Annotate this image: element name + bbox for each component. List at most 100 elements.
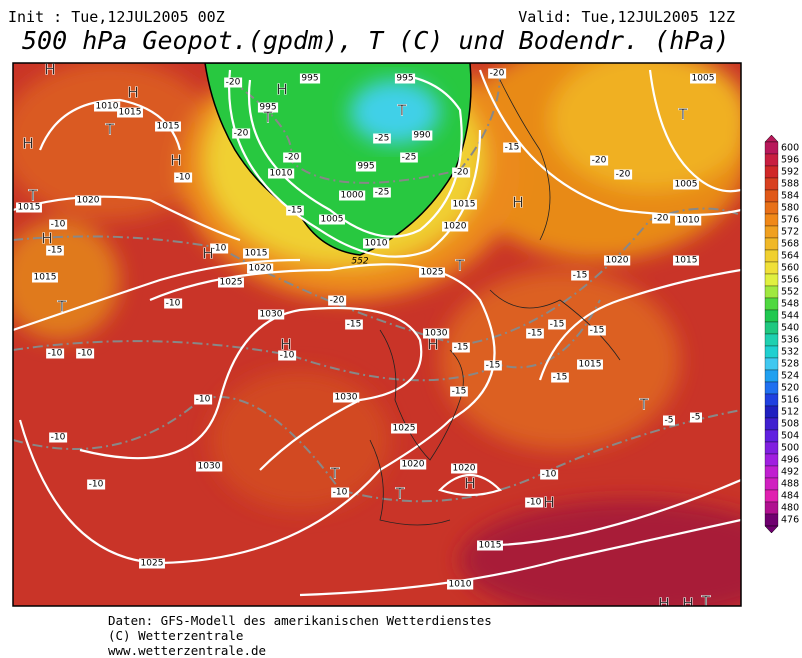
temperature-label: -10: [280, 351, 295, 361]
temperature-label: -20: [654, 214, 669, 224]
colorbar-cell: [764, 381, 779, 395]
colorbar-cell: [764, 333, 779, 347]
temperature-label-box: [488, 68, 507, 79]
temperature-label-box: [164, 298, 183, 309]
temperature-label: -15: [590, 326, 605, 336]
colorbar-cell: [764, 165, 779, 179]
temperature-label-box: [283, 152, 302, 163]
temperature-label-box: [46, 245, 64, 256]
temperature-label-box: [224, 77, 243, 88]
isobar-label-box: [477, 540, 503, 551]
pressure-center: T: [262, 109, 273, 127]
temperature-label-box: [526, 328, 544, 339]
temperature-label: -25: [402, 153, 417, 163]
temperature-label: -10: [48, 349, 63, 359]
isobar-label: 1005: [692, 74, 715, 84]
colorbar-label: 496: [781, 455, 799, 466]
temperature-label-box: [49, 432, 68, 443]
colorbar-cell: [764, 465, 779, 479]
isobar-label: 995: [396, 74, 413, 84]
isobar-label-box: [196, 461, 223, 472]
isobar-label: 1020: [77, 196, 100, 206]
colorbar-label: 568: [781, 239, 799, 250]
colorbar-cell: [764, 477, 779, 491]
isobar-label: 1015: [245, 249, 268, 259]
colorbar-cell: [764, 357, 779, 371]
colorbar-cell: [764, 297, 779, 311]
colorbar-cell: [764, 261, 779, 275]
temperature-label: -10: [527, 498, 542, 508]
isobar-label: 1030: [425, 329, 448, 339]
temperature-label: -15: [553, 373, 568, 383]
isobar-label-box: [451, 199, 477, 210]
temperature-label: -15: [573, 271, 588, 281]
isobar-label: 1015: [479, 541, 502, 551]
contour-label: 552: [351, 257, 368, 267]
pressure-center: H: [41, 230, 52, 248]
temperature-label-box: [194, 394, 213, 405]
temperature-label-box: [373, 187, 391, 198]
colorbar-label: 484: [781, 491, 799, 502]
isobar-label: 1010: [365, 239, 388, 249]
pressure-center: H: [512, 194, 523, 212]
colorbar-arrow: [764, 525, 779, 534]
temperature-label-box: [278, 350, 297, 361]
isobars: [13, 69, 741, 597]
isobar-label: 1020: [606, 256, 629, 266]
isobar-label-box: [355, 161, 377, 172]
temperature-label: -15: [550, 320, 565, 330]
temperature-label-box: [571, 270, 589, 281]
isobar-label-box: [411, 130, 433, 141]
isobar-label-box: [673, 179, 699, 190]
pressure-center: T: [56, 298, 67, 316]
temperature-label-box: [400, 152, 418, 163]
pressure-center: H: [170, 152, 181, 170]
colorbar-label: 556: [781, 275, 799, 286]
isobar-label-box: [32, 272, 58, 283]
colorbar-cell: [764, 501, 779, 515]
colorbar-label: 508: [781, 419, 799, 430]
temperature-label: -15: [505, 143, 520, 153]
pressure-center: H: [682, 595, 693, 613]
temperature-label: -10: [542, 470, 557, 480]
isobar-label-box: [333, 392, 360, 403]
isobar-label-box: [675, 215, 702, 226]
colorbar-label: 512: [781, 407, 799, 418]
temperature-label: -20: [454, 168, 469, 178]
isobar-label: 995: [259, 103, 276, 113]
colorbar-label: 476: [781, 515, 799, 526]
isobar-label-box: [243, 248, 269, 259]
colorbar-cell: [764, 321, 779, 335]
isobar-label-box: [363, 238, 390, 249]
temperature-label-box: [87, 479, 106, 490]
isobar-label: 1020: [453, 464, 476, 474]
colorbar-cell: [764, 225, 779, 239]
temperature-label: -15: [347, 320, 362, 330]
temperature-label: -20: [490, 69, 505, 79]
isobar-label: 1025: [141, 559, 164, 569]
temperature-label: -15: [454, 343, 469, 353]
colorbar-label: 480: [781, 503, 799, 514]
colorbar-cell: [764, 441, 779, 455]
colorbar-label: 560: [781, 263, 799, 274]
colorbar-label: 524: [781, 371, 799, 382]
map-title: 500 hPa Geopot.(gpdm), T (C) und Bodendr…: [22, 26, 729, 55]
isobar-label-box: [299, 73, 321, 84]
temperature-label-box: [663, 415, 675, 426]
valid-time: Valid: Tue,12JUL2005 12Z: [518, 8, 735, 26]
pressure-center: T: [394, 485, 405, 503]
isobar-label-box: [117, 107, 143, 118]
map-frame: [12, 62, 742, 607]
temperature-label: -10: [176, 173, 191, 183]
isobar-label-box: [257, 102, 279, 113]
isobar-label: 1015: [157, 122, 180, 132]
temperature-label: -20: [616, 170, 631, 180]
temperature-label-box: [174, 172, 193, 183]
isobar-label: 1020: [249, 264, 272, 274]
temperature-label: -20: [592, 156, 607, 166]
pressure-center: H: [276, 81, 287, 99]
isobar-label: 1020: [444, 222, 467, 232]
isobar-label-box: [690, 73, 716, 84]
colorbar-label: 564: [781, 251, 799, 262]
